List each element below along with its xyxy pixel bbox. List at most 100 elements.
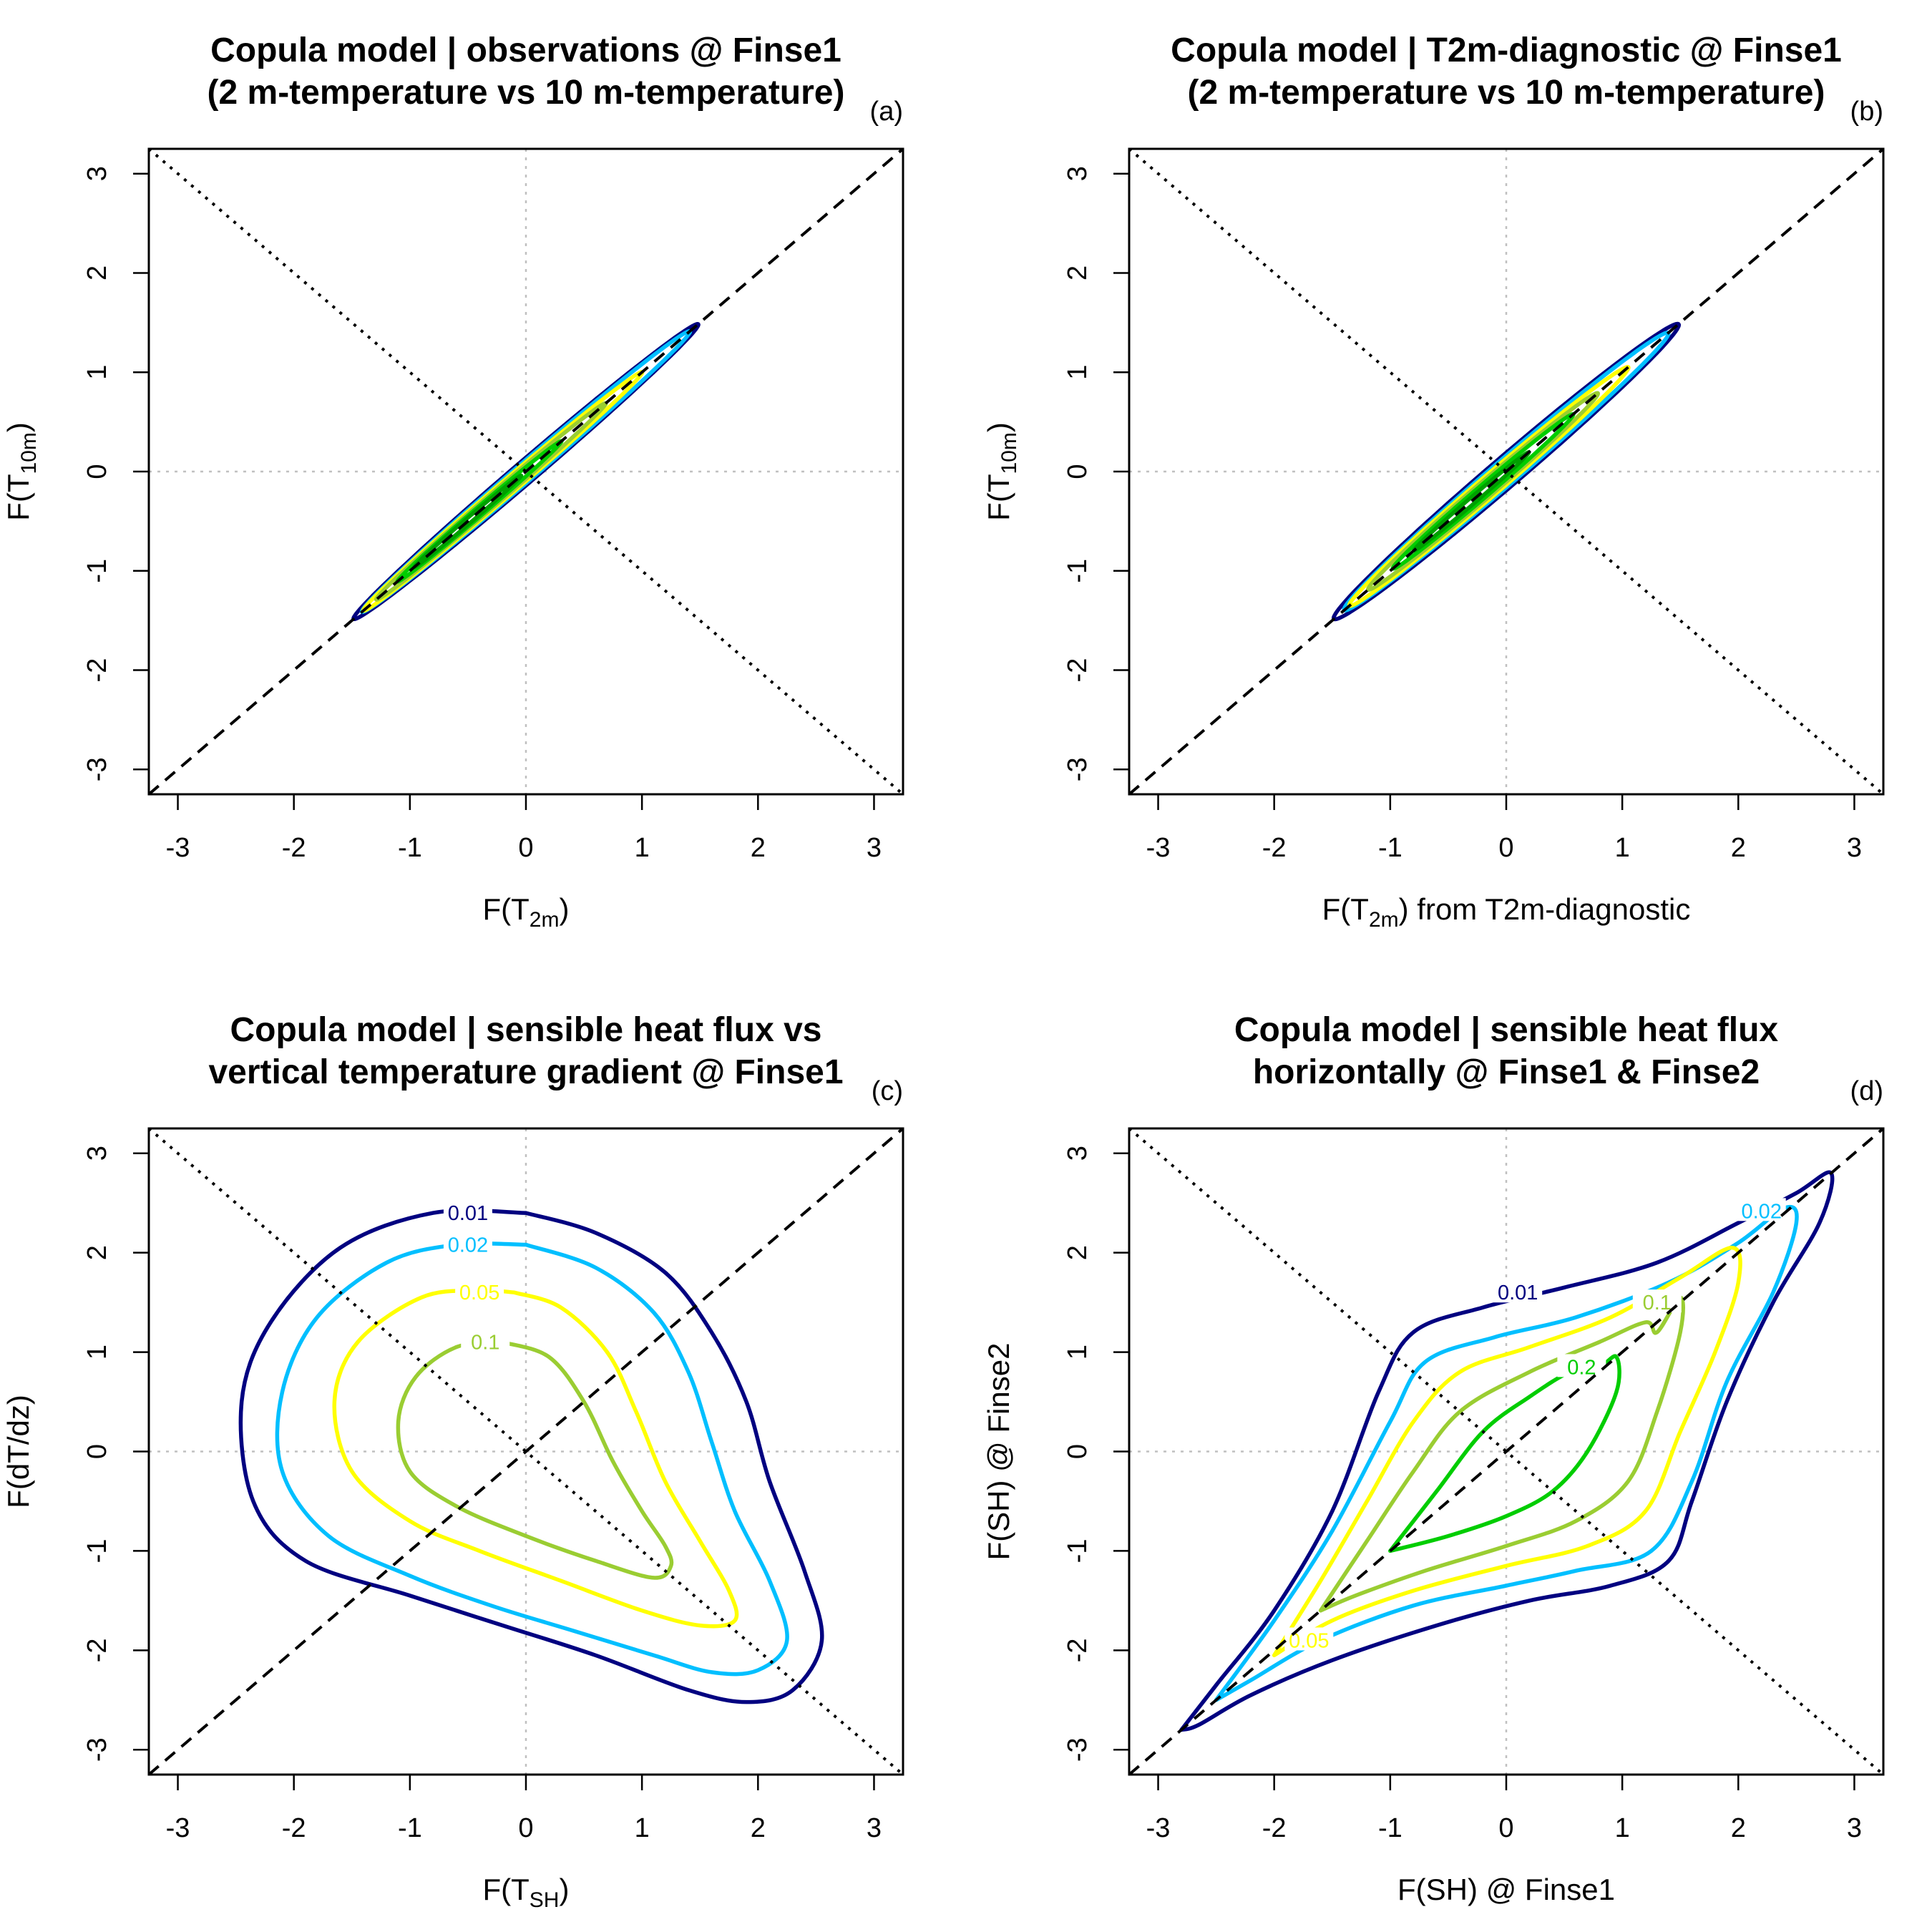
panel-c-xtick-label: 2 — [751, 1813, 766, 1843]
panel-b-xlabel: F(T2m) from T2m-diagnostic — [1322, 892, 1691, 932]
panel-a-xtick-label: 1 — [635, 833, 650, 863]
panel-a-xtick-label: -1 — [398, 833, 422, 863]
panel-d-contour-label-0.02: 0.02 — [1742, 1200, 1782, 1223]
panel-b-ylabel: F(T10m) — [982, 422, 1021, 521]
panel-c-contour-label-bg-0.05 — [455, 1279, 504, 1303]
panel-a-ylabel: F(T10m) — [1, 422, 41, 521]
panel-d-ytick-label: 0 — [1063, 1444, 1093, 1459]
panel-d-diagonal-dashed — [1129, 1128, 1883, 1775]
panel-a-xlabel: F(T2m) — [483, 892, 570, 932]
panel-d-xlabel: F(SH) @ Finse1 — [1397, 1873, 1615, 1906]
panel-b-xtick-label: 2 — [1731, 833, 1746, 863]
panel-c-xtick-label: -2 — [282, 1813, 306, 1843]
panel-d-ytick-label: 1 — [1063, 1345, 1093, 1360]
panel-d-letter: (d) — [1850, 1076, 1883, 1106]
panel-d-xtick-label: 0 — [1498, 1813, 1513, 1843]
panel-a-xtick-label: -3 — [166, 833, 190, 863]
panel-c-contour-label-0.05: 0.05 — [459, 1282, 499, 1304]
panel-c-contour-label-0.02: 0.02 — [448, 1234, 488, 1257]
panel-a-contour-0.1 — [374, 401, 608, 602]
panel-c-ylabel: F(dT/dz) — [1, 1395, 35, 1508]
panel-c-contour-label-0.01: 0.01 — [448, 1202, 488, 1225]
panel-d-contour-label-0.2: 0.2 — [1567, 1356, 1596, 1379]
panel-c-title-line2: vertical temperature gradient @ Finse1 — [208, 1053, 843, 1091]
panel-c-contour-0.01 — [238, 1208, 824, 1704]
panel-c-contour-label-bg-0.1 — [461, 1329, 510, 1352]
panel-a-ytick-label: -2 — [82, 658, 112, 683]
panel-c-letter: (c) — [872, 1076, 903, 1106]
panel-a-xtick-label: -2 — [282, 833, 306, 863]
panel-c-diagonal-dashed — [149, 1128, 903, 1775]
panel-b-plot-area — [1129, 149, 1883, 794]
panel-a-diagonal-dashed — [149, 149, 903, 794]
panel-d-xtick-label: -1 — [1378, 1813, 1402, 1843]
panel-a-letter: (a) — [870, 97, 903, 127]
panel-d-ytick-label: 2 — [1063, 1245, 1093, 1260]
panel-d-contour-label-0.01: 0.01 — [1498, 1282, 1538, 1304]
panel-d-contour-label-bg-0.01 — [1493, 1279, 1543, 1303]
panel-a-ytick-label: 0 — [82, 464, 112, 479]
panel-a-ytick-label: 1 — [82, 365, 112, 380]
panel-d-contour-0.01 — [1179, 1170, 1835, 1732]
panel-b-xtick-label: -1 — [1378, 833, 1402, 863]
panel-b-xtick-label: 0 — [1498, 833, 1513, 863]
panel-d-plot-area: 0.010.020.050.10.2 — [1129, 1128, 1883, 1775]
panel-c-ytick-label: 0 — [82, 1444, 112, 1459]
panel-a-xtick-label: 2 — [751, 833, 766, 863]
panel-d-ylabel: F(SH) @ Finse2 — [982, 1342, 1015, 1560]
panel-b-ytick-label: -1 — [1063, 559, 1093, 583]
panel-b-xtick-label: 3 — [1847, 833, 1862, 863]
panel-d-title-line1: Copula model | sensible heat flux — [1234, 1011, 1779, 1049]
panel-a: Copula model | observations @ Finse1 (2 m… — [1, 31, 904, 932]
panel-b: Copula model | T2m-diagnostic @ Finse1 (2… — [982, 31, 1885, 932]
panel-d-ytick-label: 3 — [1063, 1146, 1093, 1161]
panel-a-ytick-label: -1 — [82, 559, 112, 583]
panel-a-title-line1: Copula model | observations @ Finse1 — [210, 31, 841, 69]
panel-b-title-line2: (2 m-temperature vs 10 m-temperature) — [1188, 74, 1825, 112]
panel-b-ytick-label: -2 — [1063, 658, 1093, 683]
panel-d-ytick-label: -3 — [1063, 1737, 1093, 1762]
panel-d-contour-label-bg-0.02 — [1737, 1198, 1786, 1221]
panel-a-xtick-label: 0 — [518, 833, 533, 863]
panel-a-title-line2: (2 m-temperature vs 10 m-temperature) — [208, 74, 845, 112]
panel-b-diagonal-dashed — [1129, 149, 1883, 794]
panel-b-title-line1: Copula model | T2m-diagnostic @ Finse1 — [1171, 31, 1842, 69]
panel-d-ytick-label: -1 — [1063, 1539, 1093, 1563]
panel-d-title-line2: horizontally @ Finse1 & Finse2 — [1253, 1053, 1760, 1091]
panel-b-letter: (b) — [1850, 97, 1883, 127]
panel-c-ytick-label: 3 — [82, 1146, 112, 1161]
panel-c-xtick-label: -1 — [398, 1813, 422, 1843]
panel-c-xtick-label: -3 — [166, 1813, 190, 1843]
panel-a-xtick-label: 3 — [867, 833, 882, 863]
panel-b-xtick-label: 1 — [1615, 833, 1630, 863]
panel-c-plot-area: 0.01 0.02 0.05 0.1 — [149, 1128, 903, 1775]
panel-d-xtick-label: 1 — [1615, 1813, 1630, 1843]
panel-c-xlabel: F(TSH) — [483, 1873, 570, 1912]
panel-b-ytick-label: -3 — [1063, 757, 1093, 781]
panel-b-ytick-label: 3 — [1063, 166, 1093, 181]
panel-b-ytick-label: 1 — [1063, 365, 1093, 380]
panel-a-ytick-label: 3 — [82, 166, 112, 181]
panel-c-ytick-label: -2 — [82, 1638, 112, 1662]
panel-c-contour-label-bg-0.01 — [443, 1200, 492, 1224]
panel-c-ytick-label: 1 — [82, 1345, 112, 1360]
panel-c-title-line1: Copula model | sensible heat flux vs — [230, 1011, 822, 1049]
panel-a-plot-area — [149, 149, 903, 794]
panel-c-xtick-label: 0 — [518, 1813, 533, 1843]
panel-d-ytick-label: -2 — [1063, 1638, 1093, 1662]
panel-d-contour-0.05 — [1272, 1245, 1742, 1658]
panel-c-contour-0.1 — [396, 1340, 674, 1580]
panel-b-ytick-label: 0 — [1063, 464, 1093, 479]
panel-c-contour-label-bg-0.02 — [443, 1231, 492, 1255]
panel-c-contour-label-0.1: 0.1 — [471, 1332, 499, 1355]
panel-d-xtick-label: 2 — [1731, 1813, 1746, 1843]
panel-d-contour-label-bg-0.05 — [1284, 1627, 1334, 1651]
panel-d-contour-0.02 — [1214, 1204, 1799, 1702]
panel-d-contour-0.2 — [1388, 1354, 1621, 1553]
panel-a-ytick-label: -3 — [82, 757, 112, 781]
panel-c-contour-0.02 — [275, 1241, 789, 1677]
panel-b-xtick-label: -3 — [1146, 833, 1171, 863]
panel-b-contour-0.1 — [1366, 391, 1601, 592]
panel-c-xtick-label: 1 — [635, 1813, 650, 1843]
